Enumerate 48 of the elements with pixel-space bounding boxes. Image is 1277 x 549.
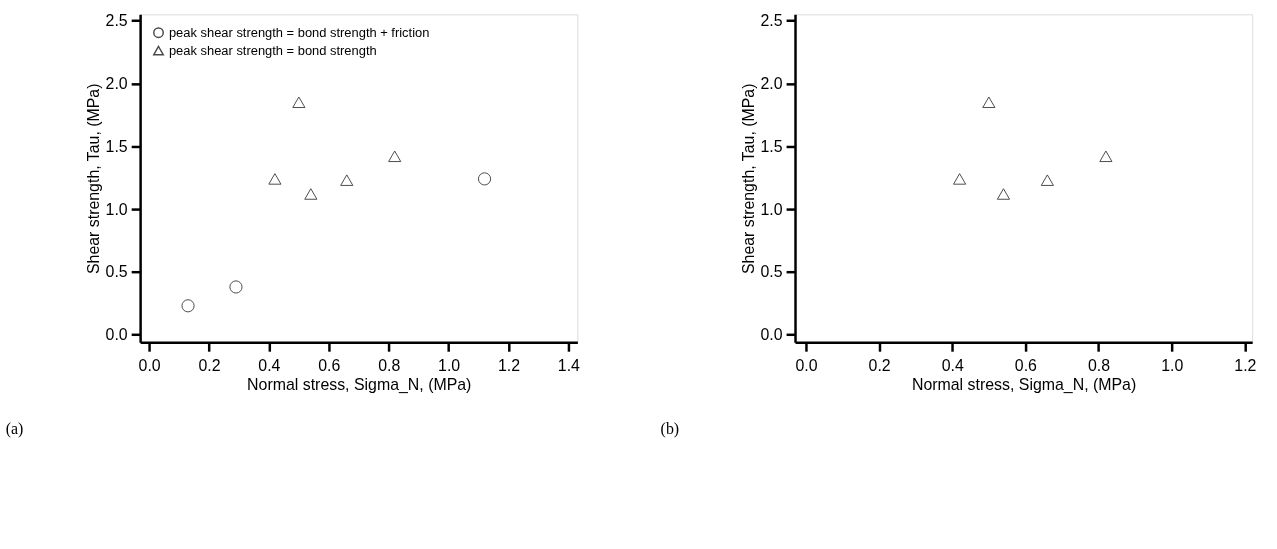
y-tick-label: 1.5 bbox=[760, 137, 783, 155]
x-tick-label: 1.4 bbox=[557, 356, 581, 374]
x-tick-label: 0.4 bbox=[258, 356, 281, 374]
x-tick-label: 1.0 bbox=[438, 356, 461, 374]
point bbox=[388, 150, 402, 163]
text: (a) bbox=[5, 419, 24, 438]
x-tick-label: 0.0 bbox=[138, 356, 161, 374]
x-tick-label: 0.2 bbox=[868, 356, 891, 374]
legend-label: peak shear strength = bond strength + friction bbox=[168, 24, 430, 40]
point bbox=[181, 299, 195, 313]
x-tick-label: 1.2 bbox=[1234, 356, 1257, 374]
point bbox=[292, 96, 306, 109]
y-tick-label: 2.0 bbox=[760, 74, 783, 92]
x-axis-title: Normal stress, Sigma_N, (MPa) bbox=[911, 376, 1137, 395]
point bbox=[477, 172, 492, 186]
point bbox=[953, 173, 967, 185]
x-tick-label: 0.6 bbox=[1014, 356, 1038, 374]
x-tick-label: 0.6 bbox=[318, 356, 341, 374]
x-tick-label: 0.4 bbox=[941, 356, 964, 374]
y-tick-label: 1.0 bbox=[760, 200, 783, 218]
y-tick-label: 0.0 bbox=[105, 326, 128, 344]
y-tick-label: 0.5 bbox=[760, 263, 783, 281]
y-tick-label: 2.5 bbox=[760, 12, 783, 30]
point bbox=[304, 188, 318, 200]
y-tick-label: 0.5 bbox=[105, 263, 128, 281]
point bbox=[268, 173, 282, 185]
y-axis-title: Shear strength, Tau, (MPa) bbox=[739, 83, 757, 275]
y-axis-title: Shear strength, Tau, (MPa) bbox=[84, 83, 102, 275]
x-tick-label: 0.8 bbox=[378, 356, 401, 374]
point bbox=[1040, 174, 1054, 186]
x-tick-label: 0.8 bbox=[1088, 356, 1111, 374]
point bbox=[996, 188, 1011, 200]
y-tick-label: 1.0 bbox=[105, 200, 128, 218]
point bbox=[340, 174, 354, 186]
x-tick-label: 1.0 bbox=[1161, 356, 1184, 374]
y-tick-label: 2.0 bbox=[105, 74, 128, 92]
x-tick-label: 1.2 bbox=[497, 356, 521, 374]
point bbox=[229, 280, 243, 294]
text: (b) bbox=[660, 419, 680, 438]
point bbox=[982, 96, 996, 109]
y-tick-label: 0.0 bbox=[760, 326, 783, 344]
x-tick-label: 0.0 bbox=[795, 356, 818, 374]
x-axis-title: Normal stress, Sigma_N, (MPa) bbox=[247, 376, 472, 395]
y-tick-label: 2.5 bbox=[105, 12, 128, 30]
point bbox=[1099, 150, 1113, 163]
y-tick-label: 1.5 bbox=[105, 137, 128, 155]
legend-label: peak shear strength = bond strength bbox=[168, 42, 377, 58]
x-tick-label: 0.2 bbox=[198, 356, 221, 374]
